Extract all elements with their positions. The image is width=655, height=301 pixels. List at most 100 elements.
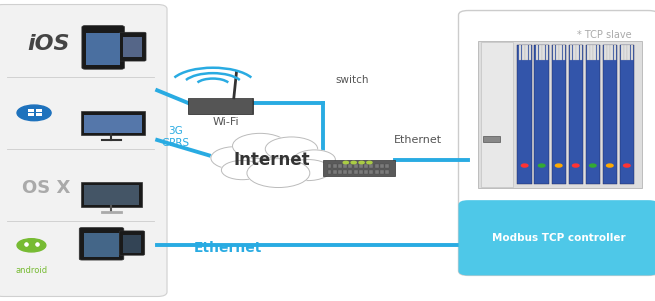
FancyBboxPatch shape [483, 136, 500, 142]
Bar [563, 45, 565, 60]
Bar [517, 45, 532, 184]
Bar [375, 170, 379, 174]
Bar [580, 45, 582, 60]
Circle shape [17, 239, 46, 252]
Bar [188, 98, 253, 114]
Text: switch: switch [335, 75, 369, 85]
Bar [620, 45, 634, 184]
Bar [123, 37, 142, 57]
Bar [603, 45, 617, 184]
Circle shape [247, 159, 310, 188]
Bar [369, 170, 373, 174]
FancyBboxPatch shape [119, 231, 145, 255]
Bar [569, 45, 583, 184]
Circle shape [572, 164, 579, 167]
Circle shape [624, 164, 630, 167]
Text: OS X: OS X [22, 179, 70, 197]
Bar [84, 185, 139, 205]
Bar [328, 170, 331, 174]
Bar [576, 45, 579, 60]
Text: Modbus TCP controller: Modbus TCP controller [491, 233, 626, 243]
Bar [348, 164, 352, 168]
FancyBboxPatch shape [478, 41, 642, 188]
Circle shape [607, 164, 613, 167]
Bar [621, 45, 624, 60]
Text: Ethernet: Ethernet [194, 241, 262, 255]
Bar [624, 45, 627, 60]
Bar [343, 170, 347, 174]
Text: Wi-Fi: Wi-Fi [213, 117, 239, 127]
Bar [536, 45, 538, 60]
Bar [627, 45, 630, 60]
Bar [553, 45, 555, 60]
Bar [385, 164, 389, 168]
Bar [539, 45, 542, 60]
Bar [587, 45, 590, 60]
FancyBboxPatch shape [81, 182, 142, 207]
Circle shape [590, 164, 596, 167]
Bar [481, 42, 513, 187]
FancyBboxPatch shape [0, 5, 167, 296]
Bar [328, 164, 331, 168]
Bar [519, 45, 521, 60]
Bar [333, 164, 337, 168]
Bar [28, 109, 34, 112]
Text: Internet: Internet [234, 150, 310, 169]
Bar [333, 170, 337, 174]
Bar [354, 170, 358, 174]
Bar [323, 160, 395, 176]
FancyBboxPatch shape [82, 26, 124, 69]
Bar [556, 45, 559, 60]
Bar [364, 164, 368, 168]
Circle shape [17, 105, 51, 121]
Circle shape [555, 164, 562, 167]
Text: * TCP slave: * TCP slave [578, 29, 632, 40]
Bar [348, 170, 352, 174]
Circle shape [221, 160, 263, 180]
Bar [607, 45, 610, 60]
Circle shape [285, 160, 331, 181]
Circle shape [538, 164, 545, 167]
Bar [385, 170, 389, 174]
Bar [86, 33, 120, 65]
Text: 3G: 3G [168, 126, 183, 136]
Bar [36, 109, 42, 112]
Circle shape [351, 161, 356, 164]
Bar [546, 45, 548, 60]
Circle shape [211, 147, 261, 169]
Text: GPRS: GPRS [162, 138, 189, 148]
Bar [604, 45, 607, 60]
Bar [189, 98, 252, 114]
Bar [525, 45, 528, 60]
FancyBboxPatch shape [81, 111, 145, 135]
Text: Ethernet: Ethernet [394, 135, 442, 145]
Circle shape [233, 133, 288, 159]
Bar [359, 170, 363, 174]
Bar [631, 45, 633, 60]
Bar [369, 164, 373, 168]
Bar [570, 45, 572, 60]
Bar [522, 45, 525, 60]
Bar [610, 45, 613, 60]
Circle shape [343, 161, 348, 164]
Bar [559, 45, 562, 60]
Bar [343, 164, 347, 168]
Bar [586, 45, 600, 184]
Bar [573, 45, 576, 60]
Text: iOS: iOS [28, 34, 70, 54]
FancyBboxPatch shape [119, 32, 146, 61]
Circle shape [359, 161, 364, 164]
Bar [590, 45, 593, 60]
Circle shape [521, 164, 528, 167]
Bar [380, 170, 384, 174]
Bar [597, 45, 599, 60]
Bar [375, 164, 379, 168]
Text: android: android [15, 266, 48, 275]
Bar [468, 205, 648, 259]
Bar [84, 233, 119, 257]
Bar [36, 113, 42, 116]
Bar [359, 164, 363, 168]
Bar [552, 45, 566, 184]
FancyBboxPatch shape [458, 200, 655, 275]
Bar [123, 235, 141, 253]
